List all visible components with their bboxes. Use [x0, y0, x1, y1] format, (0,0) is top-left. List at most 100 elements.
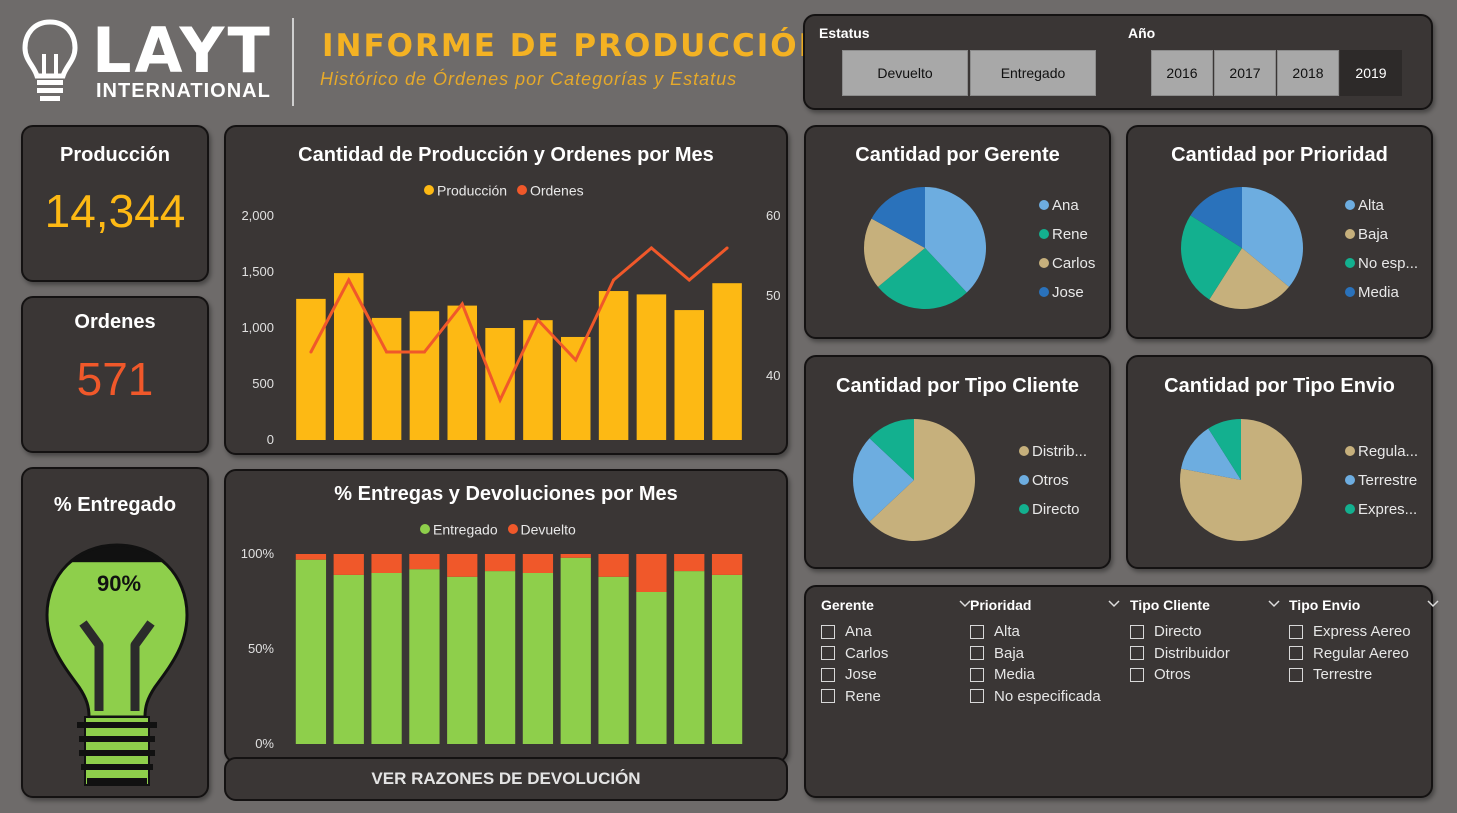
pie-legend-item[interactable]: Carlos: [1039, 255, 1095, 284]
devuelto-bar[interactable]: [711, 554, 743, 575]
pie-legend-item[interactable]: Directo: [1019, 501, 1087, 530]
checkbox[interactable]: [1289, 624, 1303, 639]
slicer-option[interactable]: No especificada: [970, 686, 1120, 708]
devuelto-bar[interactable]: [636, 554, 667, 592]
checkbox[interactable]: [821, 667, 835, 682]
pie-slice[interactable]: [1208, 419, 1241, 480]
ordenes-line[interactable]: [309, 246, 729, 404]
anio-2019-button[interactable]: 2019: [1340, 50, 1402, 96]
ordenes-point[interactable]: [725, 246, 729, 250]
chevron-down-icon[interactable]: [959, 595, 971, 611]
produccion-bar[interactable]: [409, 311, 440, 440]
produccion-bar[interactable]: [523, 320, 553, 440]
devuelto-bar[interactable]: [522, 554, 554, 573]
pie-slice[interactable]: [1190, 187, 1242, 248]
ordenes-point[interactable]: [536, 318, 540, 322]
checkbox[interactable]: [970, 624, 984, 639]
entregado-bar[interactable]: [295, 559, 327, 744]
pie-slice[interactable]: [869, 419, 914, 480]
chevron-down-icon[interactable]: [1108, 595, 1120, 611]
slicer-option[interactable]: Carlos: [821, 643, 971, 665]
entregado-bar[interactable]: [371, 573, 402, 744]
pie-legend-item[interactable]: Regula...: [1345, 443, 1418, 472]
pie-legend-item[interactable]: Rene: [1039, 226, 1095, 255]
slicer-option[interactable]: Media: [970, 664, 1120, 686]
slicer-option[interactable]: Baja: [970, 643, 1120, 665]
pie-slice[interactable]: [877, 248, 967, 309]
pie-slice[interactable]: [1181, 215, 1242, 300]
ordenes-point[interactable]: [347, 278, 351, 282]
produccion-bar[interactable]: [296, 298, 326, 440]
slicer-option[interactable]: Ana: [821, 621, 971, 643]
pie-slice[interactable]: [925, 187, 986, 293]
pie-legend-item[interactable]: Baja: [1345, 226, 1418, 255]
devuelto-bar[interactable]: [598, 554, 629, 577]
ordenes-point[interactable]: [422, 350, 426, 354]
ordenes-point[interactable]: [612, 278, 616, 282]
devuelto-bar[interactable]: [560, 554, 591, 558]
pie-slice[interactable]: [864, 218, 925, 287]
slicer-option[interactable]: Alta: [970, 621, 1120, 643]
pie-legend-item[interactable]: Media: [1345, 284, 1418, 313]
entregado-bar[interactable]: [484, 571, 516, 744]
produccion-bar[interactable]: [447, 305, 478, 440]
chevron-down-icon[interactable]: [1268, 595, 1280, 611]
devuelto-bar[interactable]: [333, 554, 364, 575]
produccion-bar[interactable]: [712, 283, 742, 440]
pie-legend-item[interactable]: Jose: [1039, 284, 1095, 313]
checkbox[interactable]: [1130, 667, 1144, 682]
devuelto-bar[interactable]: [295, 554, 327, 560]
pie-slice[interactable]: [853, 438, 914, 522]
produccion-bar[interactable]: [674, 310, 705, 440]
entregado-bar[interactable]: [333, 574, 364, 744]
checkbox[interactable]: [1289, 667, 1303, 682]
devuelto-bar[interactable]: [447, 554, 478, 577]
entregado-bar[interactable]: [598, 576, 629, 744]
produccion-bar[interactable]: [560, 336, 591, 440]
checkbox[interactable]: [970, 646, 984, 661]
slicer-option[interactable]: Terrestre: [1289, 664, 1439, 686]
entregado-bar[interactable]: [560, 557, 591, 744]
entregado-bar[interactable]: [674, 571, 705, 744]
pie-slice[interactable]: [1209, 248, 1290, 309]
ordenes-point[interactable]: [687, 278, 691, 282]
checkbox[interactable]: [1289, 646, 1303, 661]
devuelto-bar[interactable]: [484, 554, 516, 572]
produccion-bar[interactable]: [485, 328, 515, 440]
devuelto-bar[interactable]: [674, 554, 705, 572]
checkbox[interactable]: [970, 667, 984, 682]
pie-slice[interactable]: [1181, 428, 1241, 480]
checkbox[interactable]: [1130, 624, 1144, 639]
devuelto-bar[interactable]: [409, 554, 440, 570]
slicer-option[interactable]: Express Aereo: [1289, 621, 1439, 643]
entregado-bar[interactable]: [522, 573, 554, 744]
slicer-option[interactable]: Otros: [1130, 664, 1280, 686]
ordenes-point[interactable]: [498, 398, 502, 402]
estatus-devuelto-button[interactable]: Devuelto: [842, 50, 968, 96]
ver-razones-devolucion-button[interactable]: VER RAZONES DE DEVOLUCIÓN: [224, 757, 788, 801]
pie-legend-item[interactable]: Distrib...: [1019, 443, 1087, 472]
ordenes-point[interactable]: [649, 246, 653, 250]
slicer-option[interactable]: Directo: [1130, 621, 1280, 643]
pie-slice[interactable]: [871, 187, 925, 248]
ordenes-point[interactable]: [460, 302, 464, 306]
checkbox[interactable]: [821, 624, 835, 639]
ordenes-point[interactable]: [309, 350, 313, 354]
entregado-bar[interactable]: [636, 592, 667, 744]
pie-legend-item[interactable]: No esp...: [1345, 255, 1418, 284]
pie-legend-item[interactable]: Otros: [1019, 472, 1087, 501]
pie-legend-item[interactable]: Terrestre: [1345, 472, 1418, 501]
slicer-option[interactable]: Regular Aereo: [1289, 643, 1439, 665]
pie-slice[interactable]: [869, 419, 975, 541]
produccion-bar[interactable]: [636, 294, 667, 440]
entregado-bar[interactable]: [447, 576, 478, 744]
checkbox[interactable]: [970, 689, 984, 704]
pie-legend-item[interactable]: Alta: [1345, 197, 1418, 226]
ordenes-point[interactable]: [574, 358, 578, 362]
estatus-entregado-button[interactable]: Entregado: [970, 50, 1096, 96]
pie-legend-item[interactable]: Ana: [1039, 197, 1095, 226]
slicer-option[interactable]: Jose: [821, 664, 971, 686]
entregado-bar[interactable]: [409, 569, 440, 744]
entregado-bar[interactable]: [711, 574, 743, 744]
checkbox[interactable]: [821, 689, 835, 704]
